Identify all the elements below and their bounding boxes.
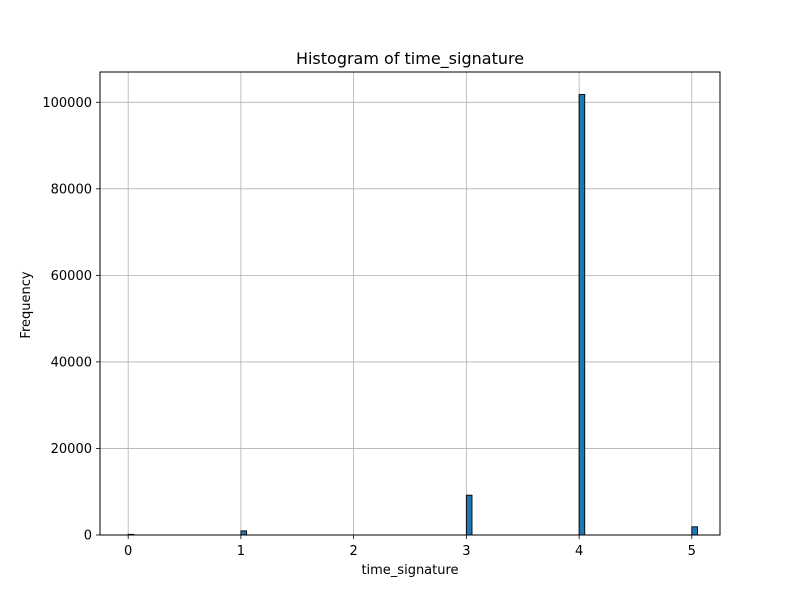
histogram-bar [465, 494, 473, 536]
x-tick-label: 5 [688, 544, 696, 559]
plot-frame [99, 71, 721, 536]
grid-lines [100, 72, 720, 536]
x-tick-label: 3 [462, 544, 470, 559]
axes-frame [99, 71, 721, 536]
y-axis-ticks: 0 20000 40000 60000 80000 100000 [42, 96, 100, 544]
y-tick-label: 40000 [51, 355, 92, 370]
chart-title: Histogram of time_signature [296, 49, 524, 69]
y-tick-label: 20000 [51, 442, 92, 457]
x-tick-label: 1 [237, 544, 245, 559]
x-tick-label: 4 [575, 544, 583, 559]
histogram-bar [240, 530, 247, 536]
y-axis-label: Frequency [19, 271, 34, 338]
y-tick-label: 80000 [51, 182, 92, 197]
histogram-bar [691, 526, 698, 536]
y-tick-label: 100000 [42, 96, 92, 111]
x-axis-ticks: 0 1 2 3 4 5 [124, 535, 696, 559]
histogram-bar [578, 94, 586, 536]
histogram-bars [127, 94, 698, 536]
x-axis-label: time_signature [361, 563, 458, 578]
y-tick-label: 60000 [51, 269, 92, 284]
x-tick-label: 0 [124, 544, 132, 559]
y-tick-label: 0 [84, 529, 92, 544]
x-tick-label: 2 [349, 544, 357, 559]
